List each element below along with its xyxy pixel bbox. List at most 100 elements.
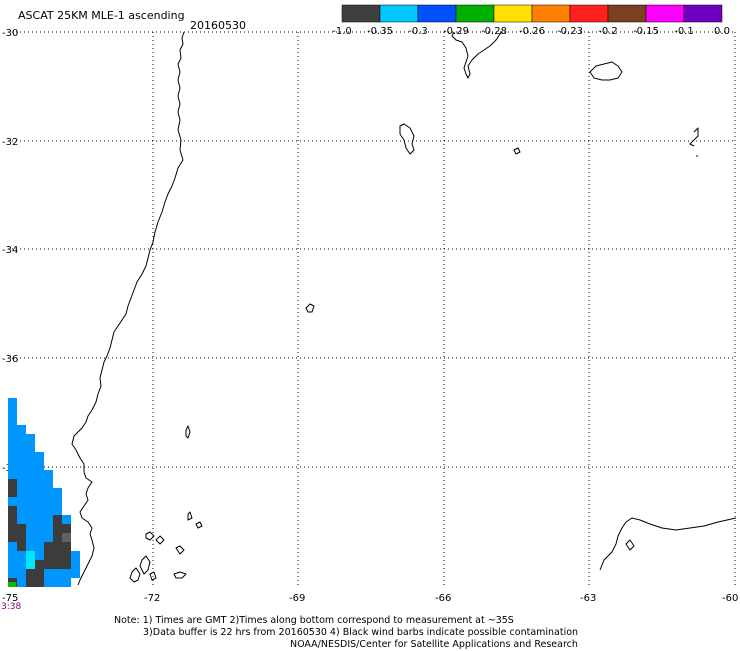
- lon-label: -69: [289, 593, 305, 604]
- note-line-2: 3)Data buffer is 22 hrs from 20160530 4)…: [143, 627, 579, 638]
- swath-cell: [8, 551, 17, 560]
- swath-cell: [35, 461, 44, 470]
- note-line-3: NOAA/NESDIS/Center for Satellite Applica…: [290, 639, 578, 650]
- coastline: [71, 31, 737, 586]
- swath-cell: [35, 497, 44, 506]
- swath-cell: [8, 542, 17, 551]
- swath-cell: [53, 542, 62, 551]
- swath-cell: [17, 452, 26, 461]
- longitude-labels: -75 -72 -69 -66 -63 -60: [2, 593, 738, 604]
- graticule: [8, 31, 736, 585]
- swath-cell: [17, 479, 26, 488]
- lon-label: -60: [722, 593, 738, 604]
- colorbar-swatch: [417, 4, 457, 23]
- swath-cell: [53, 560, 62, 569]
- swath-cell: [8, 560, 17, 569]
- swath-cell: [26, 452, 35, 461]
- swath-cell: [44, 551, 53, 560]
- swath-cell: [8, 582, 16, 587]
- swath-cell: [17, 524, 26, 533]
- swath-cell: [44, 488, 53, 497]
- colorbar-swatch: [607, 4, 647, 23]
- swath-cell: [17, 488, 26, 497]
- swath-cell: [62, 560, 71, 569]
- swath-cell: [62, 524, 71, 533]
- swath-cell: [62, 551, 71, 560]
- swath-cell: [62, 569, 71, 578]
- swath-cell: [17, 443, 26, 452]
- swath-cell: [26, 569, 35, 578]
- swath-cell: [8, 569, 17, 578]
- swath-cell: [44, 506, 53, 515]
- swath-cell: [8, 452, 17, 461]
- swath-cell: [35, 506, 44, 515]
- swath-cell: [8, 443, 17, 452]
- colorbar-tick-label: -0.23: [557, 26, 583, 37]
- swath-cell: [17, 461, 26, 470]
- swath-cell: [26, 578, 35, 587]
- color-scale-legend: -1.0 -0.35 -0.3 -0.29 -0.28 -0.26 -0.23 -0.2 -0.…: [332, 4, 730, 37]
- colorbar-swatch: [531, 4, 571, 23]
- swath-cell: [44, 524, 53, 533]
- swath-cell: [35, 452, 44, 461]
- colorbar-tick-label: -0.15: [633, 26, 659, 37]
- swath-cell: [8, 461, 17, 470]
- swath-cell: [53, 524, 62, 533]
- swath-cell: [8, 434, 17, 443]
- swath-cell: [53, 497, 62, 506]
- swath-cell: [35, 479, 44, 488]
- swath-cell: [35, 569, 44, 578]
- swath-cell: [44, 578, 53, 587]
- swath-cell: [8, 416, 17, 425]
- swath-time-label: 3:38: [1, 602, 21, 612]
- swath-cell: [44, 497, 53, 506]
- colorbar-swatch: [379, 4, 419, 23]
- product-date: 20160530: [190, 19, 246, 32]
- swath-cell: [17, 533, 26, 542]
- swath-cell: [53, 569, 62, 578]
- swath-cell: [35, 560, 44, 569]
- swath-cell: [8, 533, 17, 542]
- swath-cell: [53, 515, 62, 524]
- swath-cell: [8, 479, 17, 488]
- swath-cell: [8, 488, 17, 497]
- swath-cell: [8, 425, 17, 434]
- swath-cell: [26, 470, 35, 479]
- product-title: ASCAT 25KM MLE-1 ascending: [18, 9, 185, 22]
- swath-cell: [26, 488, 35, 497]
- swath-cell: [26, 551, 35, 560]
- swath-cell: [35, 524, 44, 533]
- swath-cell: [35, 515, 44, 524]
- swath-cell: [17, 542, 26, 551]
- swath-cell: [35, 533, 44, 542]
- swath-cell: [26, 515, 35, 524]
- swath-cell: [44, 542, 53, 551]
- lat-label: -36: [2, 354, 18, 365]
- swath-cell: [44, 533, 53, 542]
- swath-cell: [44, 470, 53, 479]
- swath-cell: [35, 578, 44, 587]
- swath-cell: [17, 470, 26, 479]
- swath-cell: [53, 578, 62, 587]
- swath-cell: [26, 533, 35, 542]
- note-line-1: Note: 1) Times are GMT 2)Times along bot…: [114, 615, 514, 626]
- swath-cell: [62, 515, 71, 524]
- lon-label: -66: [435, 593, 451, 604]
- lat-label: -30: [2, 28, 18, 39]
- swath-cell: [53, 551, 62, 560]
- swath-cell: [44, 515, 53, 524]
- colorbar-swatch: [683, 4, 723, 23]
- lat-label: -34: [2, 245, 18, 256]
- swath-cell: [44, 569, 53, 578]
- swath-cell: [53, 488, 62, 497]
- swath-cell: [44, 479, 53, 488]
- swath-cell: [62, 542, 71, 551]
- swath-cell: [17, 578, 26, 587]
- swath-cell: [26, 524, 35, 533]
- swath-cell: [17, 434, 26, 443]
- swath-cell: [71, 569, 80, 578]
- colorbar-swatch: [569, 4, 609, 23]
- swath-cell: [44, 560, 53, 569]
- swath-cell: [62, 578, 71, 587]
